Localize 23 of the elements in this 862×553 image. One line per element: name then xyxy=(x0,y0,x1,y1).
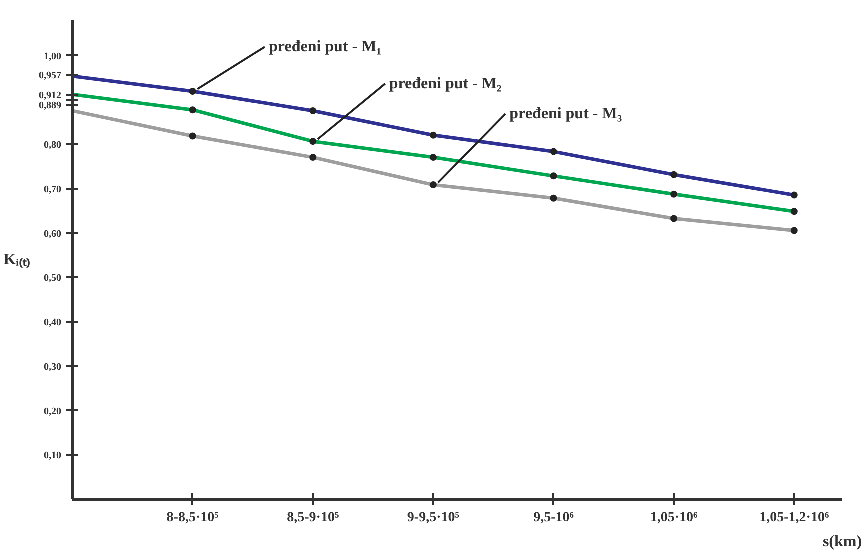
y-tick-label: 0,889 xyxy=(39,100,62,112)
y-tick-label: 0,40 xyxy=(44,318,62,329)
y-tick-label: 0,70 xyxy=(44,184,62,196)
x-tick-label: 1,05-1,2·10⁶ xyxy=(760,510,830,526)
y-tick-label: 0,30 xyxy=(44,362,62,373)
annotation: pređeni put - M₁ xyxy=(269,38,382,56)
y-tick-label: 0,80 xyxy=(44,140,62,152)
y-tick-label: 0,10 xyxy=(44,450,62,462)
x-tick-label: 9,5-10⁶ xyxy=(534,510,574,526)
x-axis-title: s(km) xyxy=(822,534,862,550)
y-tick-label: 0,60 xyxy=(44,228,62,240)
x-tick-label: 9-9,5·10⁵ xyxy=(407,510,460,526)
y-axis-title: Kᵢ₍ₜ₎ xyxy=(4,252,31,268)
x-tick-label: 8,5-9·10⁵ xyxy=(287,510,340,526)
annotation: pređeni put - M₂ xyxy=(389,75,502,92)
y-tick-label: 1,00 xyxy=(44,51,62,62)
x-tick-label: 1,05·10⁶ xyxy=(650,510,698,526)
annotation: pređeni put - M₃ xyxy=(510,106,622,123)
y-tick-label: 0,957 xyxy=(39,70,62,82)
y-tick-label: 0,50 xyxy=(44,273,62,284)
y-tick-label: 0,912 xyxy=(39,90,62,102)
x-tick-label: 8-8,5·10⁵ xyxy=(166,510,219,526)
y-tick-label: 0,20 xyxy=(44,406,62,418)
